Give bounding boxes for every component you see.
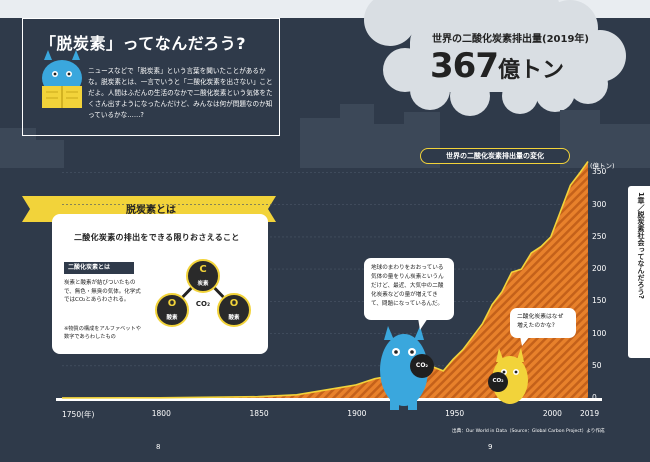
- page-number-left: 8: [156, 443, 161, 451]
- y-tick-label: 200: [592, 264, 607, 274]
- stat-value: 367億トン: [430, 46, 564, 86]
- bubble-tail-small: [520, 336, 530, 346]
- oxygen-label-right: 酸素: [228, 315, 240, 321]
- y-tick-label: 0: [592, 393, 597, 402]
- intro-body: ニュースなどで「脱炭素」という言葉を聞いたことがあるかな。脱炭素とは、一言でいう…: [88, 67, 273, 119]
- definition-note: ※物質の構成をアルファベットや数字であらわしたもの: [64, 326, 141, 341]
- chart-source: 出典：Our World in Data（Source：Global Carbo…: [452, 429, 605, 434]
- mascot-reading-icon: [42, 50, 82, 108]
- speech-bubble-small: 二酸化炭素はなぜ増えたのかな?: [510, 308, 576, 338]
- yellow-mascot-ball-label: CO₂: [492, 378, 504, 384]
- definition-statement: 二酸化炭素の排出をできる限りおさえること: [74, 233, 240, 242]
- molecule-formula: CO₂: [195, 300, 211, 308]
- x-tick-label: 1950: [445, 409, 465, 418]
- y-tick-label: 150: [592, 296, 607, 306]
- y-tick-label: 300: [592, 199, 607, 209]
- intro-title: 「脱炭素」ってなんだろう?: [40, 34, 247, 53]
- chart-area: [62, 161, 588, 398]
- definition-card: [52, 214, 268, 354]
- x-tick-label: 1800: [151, 409, 171, 418]
- stat-title: 世界の二酸化炭素排出量(2019年): [432, 34, 589, 45]
- x-axis-line: [56, 398, 602, 401]
- oxygen-symbol-right: O: [229, 298, 239, 309]
- y-tick-label: 100: [592, 328, 607, 338]
- y-tick-label: 350: [592, 167, 607, 177]
- chart-title: 世界の二酸化炭素排出量の変化: [420, 148, 570, 164]
- y-tick-label: 50: [592, 360, 602, 370]
- stat-unit: 億トン: [497, 58, 564, 83]
- page-number-right: 9: [488, 443, 493, 451]
- carbon-symbol: C: [199, 264, 207, 275]
- oxygen-label-left: 酸素: [166, 315, 178, 321]
- stat-number: 367: [430, 46, 499, 86]
- yellow-mascot-icon: [488, 348, 528, 404]
- bubble-tail-big: [418, 318, 428, 330]
- y-tick-label: 250: [592, 231, 607, 241]
- chapter-tab: [628, 186, 650, 358]
- x-tick-label: 1850: [249, 409, 269, 418]
- x-tick-label: 1900: [347, 409, 367, 418]
- x-tick-label: 1750(年): [62, 410, 95, 419]
- intro-box: [22, 18, 280, 136]
- oxygen-symbol-left: O: [167, 298, 177, 309]
- city-skyline-icon: [0, 104, 650, 168]
- definition-banner-label: 脱炭素とは: [126, 205, 176, 216]
- x-tick-label: 2019: [580, 409, 600, 418]
- chart-line: [61, 161, 589, 399]
- x-tick-label: 2000: [542, 409, 562, 418]
- definition-subheading: 二酸化炭素とは: [64, 262, 134, 274]
- definition-body: 炭素と酸素が結びついたもので、無色・無臭の気体。化学式ではCO₂とあらわされる。: [64, 280, 141, 304]
- blue-mascot-ball-label: CO₂: [415, 362, 429, 369]
- y-axis-unit: (億トン): [590, 162, 615, 170]
- smoke-cloud-icon: [364, 0, 626, 116]
- carbon-label: 炭素: [197, 281, 209, 287]
- chapter-tab-label: 1章／脱炭素社会ってなんだろう?: [637, 192, 645, 299]
- speech-bubble-big: 地球のまわりをおおっている気体の量をりん炭素というんだけど、最近、大気中の二酸化…: [364, 258, 454, 320]
- blue-mascot-icon: [380, 326, 434, 410]
